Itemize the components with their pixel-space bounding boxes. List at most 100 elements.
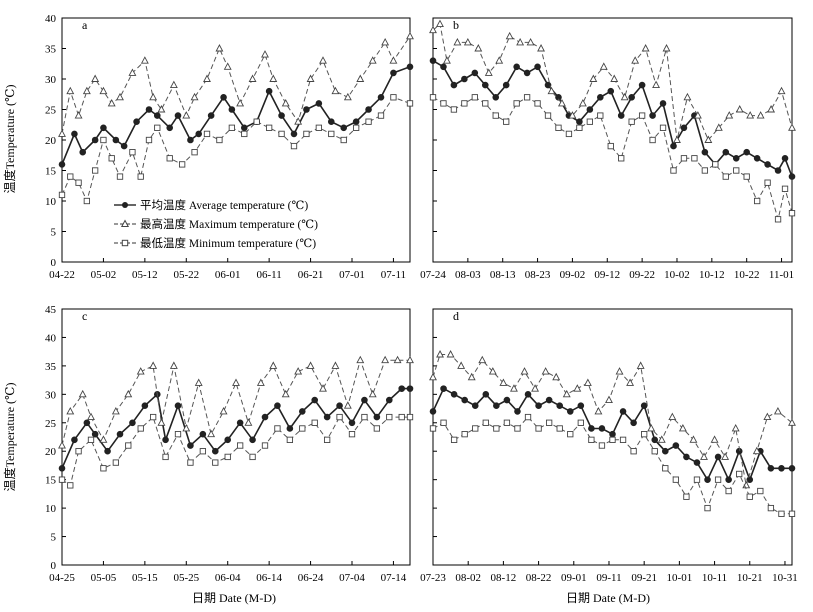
point-avg xyxy=(220,94,227,101)
point-max xyxy=(693,111,702,119)
point-min xyxy=(588,436,595,443)
point-max xyxy=(499,378,508,386)
point-min xyxy=(274,425,281,432)
point-max xyxy=(223,62,232,70)
y-tick-label: 40 xyxy=(45,332,57,344)
point-max xyxy=(657,435,666,443)
panel-label: a xyxy=(82,18,88,32)
point-avg xyxy=(145,106,153,113)
point-min xyxy=(212,459,219,466)
point-min xyxy=(116,173,124,180)
x-tick-label: 07-04 xyxy=(339,572,365,584)
point-max xyxy=(294,367,303,375)
point-avg xyxy=(71,436,78,444)
point-max xyxy=(526,37,535,46)
x-tick-label: 07-14 xyxy=(381,572,407,584)
x-tick-label: 11-01 xyxy=(769,269,794,281)
point-max xyxy=(140,56,149,64)
y-tick-label: 10 xyxy=(45,503,57,515)
point-min xyxy=(429,425,437,432)
x-tick-label: 06-24 xyxy=(298,572,324,584)
point-max xyxy=(111,406,120,415)
point-min xyxy=(641,431,648,438)
point-avg xyxy=(385,396,393,404)
point-avg xyxy=(286,425,294,432)
point-avg xyxy=(440,385,447,392)
x-tick-label: 08-03 xyxy=(455,269,481,281)
point-max xyxy=(281,389,290,398)
point-max xyxy=(610,74,619,82)
y-tick-label: 0 xyxy=(51,560,57,572)
point-max xyxy=(182,424,191,432)
point-min xyxy=(125,442,132,449)
point-avg xyxy=(524,391,532,398)
point-avg xyxy=(265,87,273,95)
point-min xyxy=(265,124,273,131)
point-avg xyxy=(406,63,414,71)
point-avg xyxy=(398,385,406,392)
point-avg xyxy=(722,148,730,156)
point-avg xyxy=(211,447,219,455)
panel-label: b xyxy=(453,18,459,32)
point-avg xyxy=(732,155,740,162)
point-min xyxy=(290,142,298,150)
point-avg xyxy=(534,63,541,71)
point-min xyxy=(714,476,722,483)
point-max xyxy=(484,68,493,76)
point-avg xyxy=(352,118,360,125)
x-tick-label: 05-02 xyxy=(91,269,117,281)
point-avg xyxy=(450,81,458,89)
point-avg xyxy=(461,75,468,83)
y-tick-label: 35 xyxy=(45,361,57,373)
point-max xyxy=(678,424,687,432)
point-min xyxy=(166,155,173,162)
point-max xyxy=(641,44,650,52)
point-max xyxy=(636,361,645,369)
point-max xyxy=(406,355,414,364)
point-avg xyxy=(274,402,281,410)
point-max xyxy=(615,367,624,375)
point-min xyxy=(352,124,360,131)
point-avg xyxy=(365,106,372,113)
x-tick-label: 05-15 xyxy=(132,572,158,584)
point-max xyxy=(531,384,540,392)
y-tick-label: 25 xyxy=(45,418,57,430)
point-min xyxy=(597,112,604,119)
point-avg xyxy=(619,408,627,415)
point-max xyxy=(520,367,529,375)
x-tick-label: 10-22 xyxy=(734,269,760,281)
point-min xyxy=(576,124,583,131)
point-min xyxy=(450,436,458,443)
point-min xyxy=(174,431,182,438)
x-tick-label: 06-11 xyxy=(257,269,282,281)
point-min xyxy=(471,94,478,101)
y-tick-label: 15 xyxy=(45,166,57,178)
point-avg xyxy=(514,408,521,415)
point-min xyxy=(241,130,248,138)
point-max xyxy=(207,429,216,438)
point-avg xyxy=(261,413,269,421)
point-max xyxy=(453,37,462,46)
point-avg xyxy=(79,148,87,156)
point-max xyxy=(767,105,776,113)
point-max xyxy=(294,117,303,125)
x-axis-title-right: 日期 Date (M-D) xyxy=(566,591,650,605)
point-avg xyxy=(781,155,789,162)
point-avg xyxy=(104,447,111,455)
point-min xyxy=(567,431,574,438)
point-max xyxy=(474,44,483,52)
point-max xyxy=(256,378,265,386)
point-max xyxy=(169,361,178,369)
point-avg xyxy=(323,413,331,421)
point-max xyxy=(232,378,240,386)
point-min xyxy=(311,419,318,426)
x-tick-label: 09-21 xyxy=(631,572,657,584)
point-max xyxy=(599,62,608,70)
point-min xyxy=(555,124,562,131)
point-avg xyxy=(774,167,782,174)
point-min xyxy=(224,453,231,461)
y-tick-label: 20 xyxy=(45,135,57,147)
point-avg xyxy=(133,118,140,125)
point-min xyxy=(722,173,729,180)
point-avg xyxy=(195,130,203,138)
